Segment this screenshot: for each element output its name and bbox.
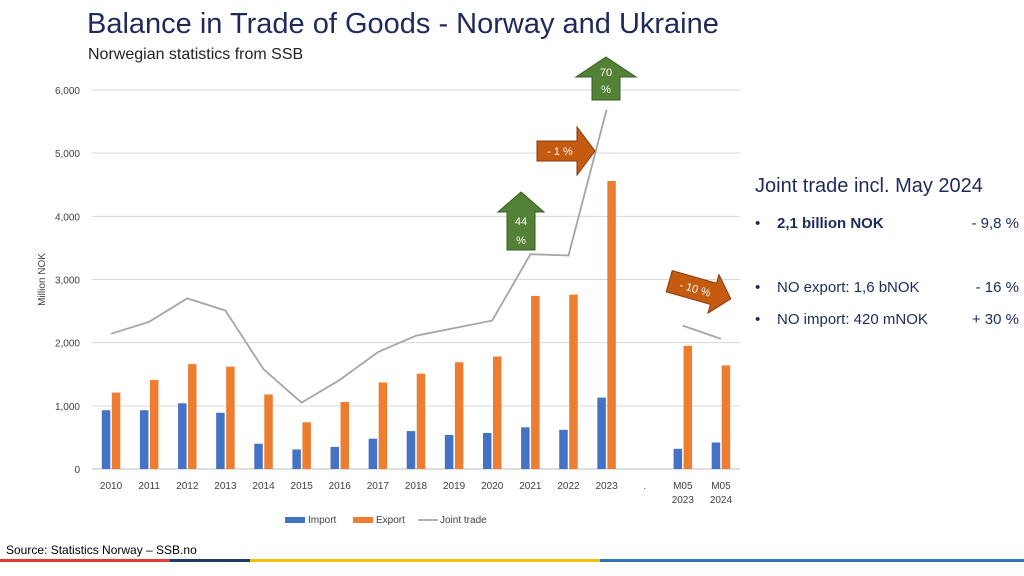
x-tick-label: M05 bbox=[711, 481, 731, 492]
import-bar bbox=[673, 448, 683, 469]
export-bar bbox=[264, 394, 273, 469]
chart-title: Balance in Trade of Goods - Norway and U… bbox=[87, 8, 719, 40]
summary-item-value: - 16 % bbox=[975, 279, 1019, 296]
y-axis-label: Million NOK bbox=[37, 253, 48, 306]
x-tick-label: 2010 bbox=[100, 481, 123, 492]
x-tick-label: 2018 bbox=[405, 481, 428, 492]
legend-label-import: Import bbox=[308, 515, 337, 526]
import-bar bbox=[521, 427, 530, 469]
export-bar bbox=[340, 402, 350, 469]
summary-item-import: • NO import: 420 mNOK + 30 % bbox=[755, 311, 1023, 331]
import-bar bbox=[254, 443, 263, 469]
y-tick-label: 3,000 bbox=[55, 276, 80, 287]
arrow-label: - 1 % bbox=[547, 146, 573, 158]
import-bar bbox=[330, 446, 340, 469]
summary-panel: Joint trade incl. May 2024 • 2,1 billion… bbox=[755, 175, 1023, 328]
export-bar bbox=[226, 366, 235, 469]
import-bar bbox=[368, 438, 378, 469]
export-bar bbox=[416, 373, 426, 469]
import-bar bbox=[139, 410, 149, 469]
export-bar bbox=[149, 379, 159, 469]
footer-stripe-blue bbox=[600, 559, 1024, 562]
import-bar bbox=[178, 403, 187, 469]
x-tick-label: . bbox=[643, 481, 646, 492]
y-tick-label: 1,000 bbox=[55, 402, 80, 413]
export-bar bbox=[531, 295, 540, 469]
bullet-icon: • bbox=[755, 215, 761, 232]
export-bar bbox=[569, 294, 578, 469]
arrow-label: % bbox=[516, 235, 526, 247]
trade-chart: 0 1,000 2,000 3,000 4,000 5,000 6,000 Million N… bbox=[37, 56, 740, 526]
import-bar bbox=[216, 412, 225, 469]
summary-item-text: NO export: 1,6 bNOK bbox=[777, 279, 920, 296]
legend-label-export: Export bbox=[376, 515, 405, 526]
legend-label-joint: Joint trade bbox=[440, 515, 487, 526]
summary-item-value: - 9,8 % bbox=[971, 215, 1019, 232]
summary-item-text: NO import: 420 mNOK bbox=[777, 311, 928, 328]
export-bar bbox=[111, 392, 121, 469]
export-bar bbox=[492, 356, 502, 469]
source-note: Source: Statistics Norway – SSB.no bbox=[6, 543, 197, 557]
summary-item-export: • NO export: 1,6 bNOK - 16 % bbox=[755, 279, 1023, 299]
y-tick-label: 5,000 bbox=[55, 149, 80, 160]
up-arrow-icon bbox=[496, 191, 546, 251]
x-tick-label: 2015 bbox=[291, 481, 314, 492]
x-tick-label: 2013 bbox=[214, 481, 237, 492]
x-tick-label: 2017 bbox=[367, 481, 390, 492]
export-bar bbox=[454, 362, 464, 469]
right-arrow-icon bbox=[536, 125, 596, 177]
x-tick-label: M05 bbox=[673, 481, 693, 492]
import-bar bbox=[711, 442, 721, 469]
arrow-label: % bbox=[601, 84, 611, 96]
y-tick-label: 2,000 bbox=[55, 339, 80, 350]
joint-trade-line bbox=[682, 324, 722, 340]
footer-stripe-yellow bbox=[250, 559, 600, 562]
import-bar bbox=[101, 410, 111, 469]
x-tick-label: 2023 bbox=[595, 481, 618, 492]
up-arrow-icon bbox=[574, 56, 638, 101]
export-bar bbox=[378, 382, 388, 469]
legend-swatch-export bbox=[353, 517, 373, 523]
joint-trade-line bbox=[110, 109, 608, 404]
x-tick-label: 2014 bbox=[252, 481, 275, 492]
y-tick-label: 4,000 bbox=[55, 212, 80, 223]
footer-stripe-red bbox=[0, 559, 250, 562]
bullet-icon: • bbox=[755, 279, 761, 296]
footer-stripe-navy bbox=[170, 559, 250, 562]
import-bar bbox=[597, 397, 606, 469]
export-bar bbox=[683, 345, 693, 469]
x-tick-label: 2016 bbox=[329, 481, 352, 492]
x-tick-label: 2023 bbox=[672, 495, 695, 506]
x-tick-label: 2022 bbox=[557, 481, 580, 492]
arrow-label: 70 bbox=[600, 67, 612, 79]
summary-heading: Joint trade incl. May 2024 bbox=[755, 175, 983, 197]
y-tick-label: 6,000 bbox=[55, 86, 80, 97]
x-tick-label: 2024 bbox=[710, 495, 733, 506]
import-bar bbox=[559, 429, 568, 469]
import-bar bbox=[482, 432, 492, 469]
summary-item-joint: • 2,1 billion NOK - 9,8 % bbox=[755, 215, 1023, 235]
x-tick-label: 2012 bbox=[176, 481, 199, 492]
export-bar bbox=[607, 180, 616, 469]
x-tick-label: 2019 bbox=[443, 481, 466, 492]
chart-subtitle: Norwegian statistics from SSB bbox=[88, 46, 304, 63]
x-tick-label: 2011 bbox=[138, 481, 160, 492]
arrow-label: 44 bbox=[515, 216, 527, 228]
x-tick-label: 2021 bbox=[519, 481, 542, 492]
bullet-icon: • bbox=[755, 311, 761, 328]
x-tick-label: 2020 bbox=[481, 481, 504, 492]
export-bar bbox=[721, 365, 731, 469]
import-bar bbox=[292, 449, 301, 469]
legend-swatch-import bbox=[285, 517, 305, 523]
import-bar bbox=[406, 431, 416, 469]
y-tick-label: 0 bbox=[74, 465, 80, 476]
import-bar bbox=[444, 434, 454, 469]
right-arrow-icon bbox=[665, 269, 732, 315]
summary-item-text: 2,1 billion NOK bbox=[777, 215, 884, 232]
summary-item-value: + 30 % bbox=[971, 311, 1019, 328]
export-bar bbox=[188, 364, 197, 469]
export-bar bbox=[302, 422, 311, 469]
